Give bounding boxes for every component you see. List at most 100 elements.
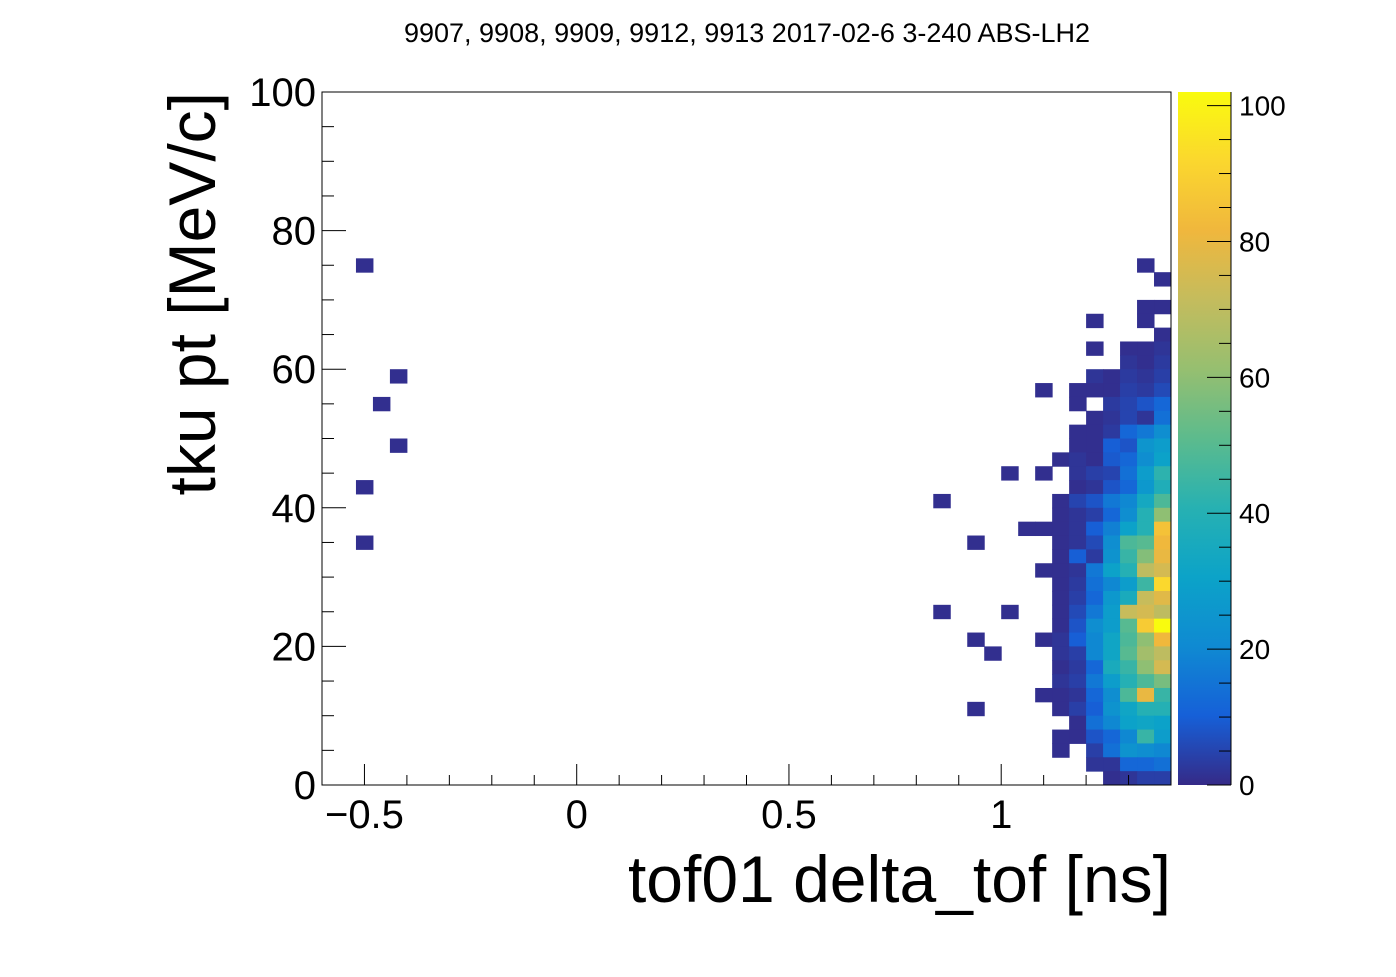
heatmap-cell: [1052, 660, 1070, 675]
heatmap-cell: [1086, 729, 1104, 744]
heatmap-cell: [1052, 452, 1070, 467]
heatmap-cell: [1069, 549, 1087, 564]
heatmap-cell: [1069, 521, 1087, 537]
heatmap-cell: [1120, 466, 1138, 481]
heatmap-cell: [1137, 383, 1155, 398]
heatmap-cell: [1137, 604, 1155, 620]
heatmap-cell: [1137, 396, 1155, 412]
heatmap-cell: [1069, 480, 1087, 495]
heatmap-cell: [1103, 521, 1121, 537]
heatmap-cell: [1052, 507, 1070, 523]
x-tick-label: 0.5: [761, 793, 817, 837]
heatmap-cell: [1154, 674, 1172, 689]
colorbar-tick-label: 100: [1239, 91, 1286, 122]
heatmap-cell: [1103, 507, 1121, 523]
heatmap-cell: [1086, 701, 1104, 717]
heatmap-cell: [1103, 369, 1121, 384]
heatmap-cell: [1137, 258, 1155, 273]
heatmap-cell: [1120, 424, 1138, 439]
heatmap-cell: [389, 438, 408, 453]
heatmap-cell: [1137, 507, 1155, 523]
heatmap-cell: [1154, 701, 1172, 717]
heatmap-cell: [1137, 743, 1155, 758]
heatmap-cell: [1120, 549, 1138, 564]
heatmap-cell: [1154, 563, 1172, 578]
heatmap-cell: [1120, 660, 1138, 675]
heatmap-cell: [1154, 660, 1172, 675]
heatmap-cell: [1103, 383, 1121, 398]
y-axis-label: tku pt [MeV/c]: [155, 92, 229, 495]
y-tick-label: 0: [294, 764, 316, 808]
heatmap-cell: [1137, 493, 1155, 509]
heatmap-cell: [1137, 480, 1155, 495]
heatmap-cell: [1069, 674, 1087, 689]
heatmap-cell: [1137, 424, 1155, 439]
heatmap-cell: [1154, 521, 1172, 537]
heatmap-cell: [1120, 715, 1138, 731]
heatmap-cell: [1018, 521, 1036, 537]
heatmap-cell: [1052, 701, 1070, 717]
y-tick-label: 100: [249, 71, 316, 115]
colorbar-tick-label: 40: [1239, 498, 1270, 529]
x-axis-label: tof01 delta_tof [ns]: [628, 842, 1171, 916]
heatmap-cell: [1137, 313, 1155, 329]
heatmap-cell: [1069, 535, 1087, 550]
heatmap-cell: [1103, 632, 1121, 647]
heatmap-cell: [1154, 590, 1172, 606]
heatmap-cell: [1120, 743, 1138, 758]
heatmap-cell: [1086, 438, 1104, 453]
heatmap-cell: [1154, 410, 1172, 426]
heatmap-cell: [1103, 396, 1121, 412]
heatmap-cell: [1154, 396, 1172, 412]
heatmap-cell: [1069, 424, 1087, 439]
heatmap-cell: [1103, 410, 1121, 426]
x-tick-label: 0: [566, 793, 588, 837]
heatmap-cell: [1052, 577, 1070, 592]
heatmap-cell: [1137, 577, 1155, 592]
heatmap-cell: [1035, 521, 1053, 537]
heatmap-cell: [1103, 646, 1121, 661]
heatmap-cell: [1103, 729, 1121, 744]
heatmap-cell: [1120, 687, 1138, 703]
heatmap-cell: [1052, 590, 1070, 606]
heatmap-cell: [1035, 687, 1053, 703]
heatmap-cell: [1052, 563, 1070, 578]
heatmap-cell: [1086, 535, 1104, 550]
heatmap-cell: [1137, 632, 1155, 647]
heatmap-cell: [1120, 729, 1138, 744]
heatmap-cell: [1103, 480, 1121, 495]
heatmap-cell: [1069, 396, 1087, 412]
heatmap-cell: [1103, 715, 1121, 731]
heatmap-cell: [1035, 632, 1053, 647]
heatmap-cell: [389, 369, 408, 384]
heatmap-cell: [1154, 646, 1172, 661]
heatmap-cell: [1137, 715, 1155, 731]
heatmap-cell: [1154, 743, 1172, 758]
heatmap-cell: [1120, 577, 1138, 592]
chart-title: 9907, 9908, 9909, 9912, 9913 2017-02-6 3…: [404, 18, 1090, 48]
heatmap-cell: [1103, 771, 1121, 786]
heatmap-cell: [1120, 438, 1138, 453]
heatmap-cell: [1086, 577, 1104, 592]
heatmap-cell: [1086, 549, 1104, 564]
heatmap-cell: [1069, 687, 1087, 703]
heatmap-cell: [1137, 674, 1155, 689]
heatmap-cell: [1052, 618, 1070, 634]
heatmap-cell: [1137, 466, 1155, 481]
heatmap-cell: [1035, 383, 1053, 398]
heatmap-cell: [1120, 480, 1138, 495]
heatmap-cell: [1154, 577, 1172, 592]
heatmap-cell: [1035, 563, 1053, 578]
heatmap-cell: [1069, 701, 1087, 717]
heatmap-cell: [1154, 618, 1172, 634]
plot-frame: [321, 91, 1172, 786]
heatmap-cell: [933, 493, 951, 509]
heatmap-cell: [1052, 521, 1070, 537]
heatmap-cell: [1137, 410, 1155, 426]
colorbar-tick-label: 60: [1239, 362, 1270, 393]
heatmap-cell: [1120, 646, 1138, 661]
heatmap-cell: [1086, 590, 1104, 606]
heatmap-cell: [1086, 507, 1104, 523]
heatmap-cell: [1086, 618, 1104, 634]
